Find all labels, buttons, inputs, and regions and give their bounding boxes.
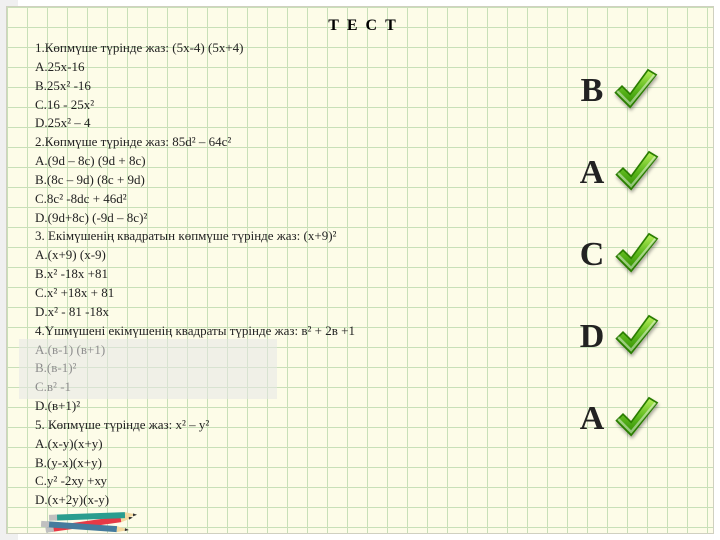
question-line: А.(9d – 8с) (9d + 8с) <box>35 152 551 171</box>
question-line: D.(9d+8с) (-9d – 8с)² <box>35 209 551 228</box>
test-title: Т Е С Т <box>35 17 691 35</box>
question-line: 3. Екімүшенің квадратын көпмүше түрінде … <box>35 227 551 246</box>
check-icon <box>609 65 661 117</box>
check-icon <box>610 147 662 199</box>
question-line: D.(в+1)² <box>35 397 551 416</box>
questions-column: 1.Көпмүше түрінде жаз: (5х-4) (5х+4)А.25… <box>35 39 551 510</box>
question-line: А.(в-1) (в+1) <box>35 341 551 360</box>
question-line: С.16 - 25х² <box>35 96 551 115</box>
question-line: А.(х-у)(х+у) <box>35 435 551 454</box>
answer-letter: C <box>580 236 605 274</box>
question-line: D.х² - 81 -18х <box>35 303 551 322</box>
question-line: D.25х² – 4 <box>35 114 551 133</box>
question-line: 1.Көпмүше түрінде жаз: (5х-4) (5х+4) <box>35 39 551 58</box>
answer-letter: B <box>581 72 604 110</box>
check-icon <box>610 393 662 445</box>
question-line: В.25х² -16 <box>35 77 551 96</box>
answer-item: C <box>580 229 663 281</box>
question-line: В.(8с – 9d) (8с + 9d) <box>35 171 551 190</box>
question-line: 4.Үшмүшені екімүшенің квадраты түрінде ж… <box>35 322 551 341</box>
answer-item: B <box>581 65 662 117</box>
answer-item: A <box>580 393 663 445</box>
grid-paper: Т Е С Т 1.Көпмүше түрінде жаз: (5х-4) (5… <box>6 6 714 534</box>
question-line: С.х² +18х + 81 <box>35 284 551 303</box>
answers-column: B A C <box>551 39 691 445</box>
question-line: С.в² -1 <box>35 378 551 397</box>
question-line: С.у² -2ху +ху <box>35 472 551 491</box>
question-line: В.х² -18х +81 <box>35 265 551 284</box>
answer-letter: A <box>580 154 605 192</box>
question-line: В.(в-1)² <box>35 359 551 378</box>
answer-letter: A <box>580 400 605 438</box>
question-line: D.(х+2у)(х-у) <box>35 491 551 510</box>
answer-item: D <box>580 311 663 363</box>
answer-item: A <box>580 147 663 199</box>
question-line: С.8с² -8dс + 46d² <box>35 190 551 209</box>
question-line: А.25х-16 <box>35 58 551 77</box>
question-line: А.(х+9) (х-9) <box>35 246 551 265</box>
check-icon <box>610 311 662 363</box>
question-line: В.(у-х)(х+у) <box>35 454 551 473</box>
answer-letter: D <box>580 318 605 356</box>
check-icon <box>610 229 662 281</box>
question-line: 5. Көпмүше түрінде жаз: х² – у² <box>35 416 551 435</box>
content-row: 1.Көпмүше түрінде жаз: (5х-4) (5х+4)А.25… <box>35 39 691 523</box>
question-line: 2.Көпмүше түрінде жаз: 85d² – 64с² <box>35 133 551 152</box>
